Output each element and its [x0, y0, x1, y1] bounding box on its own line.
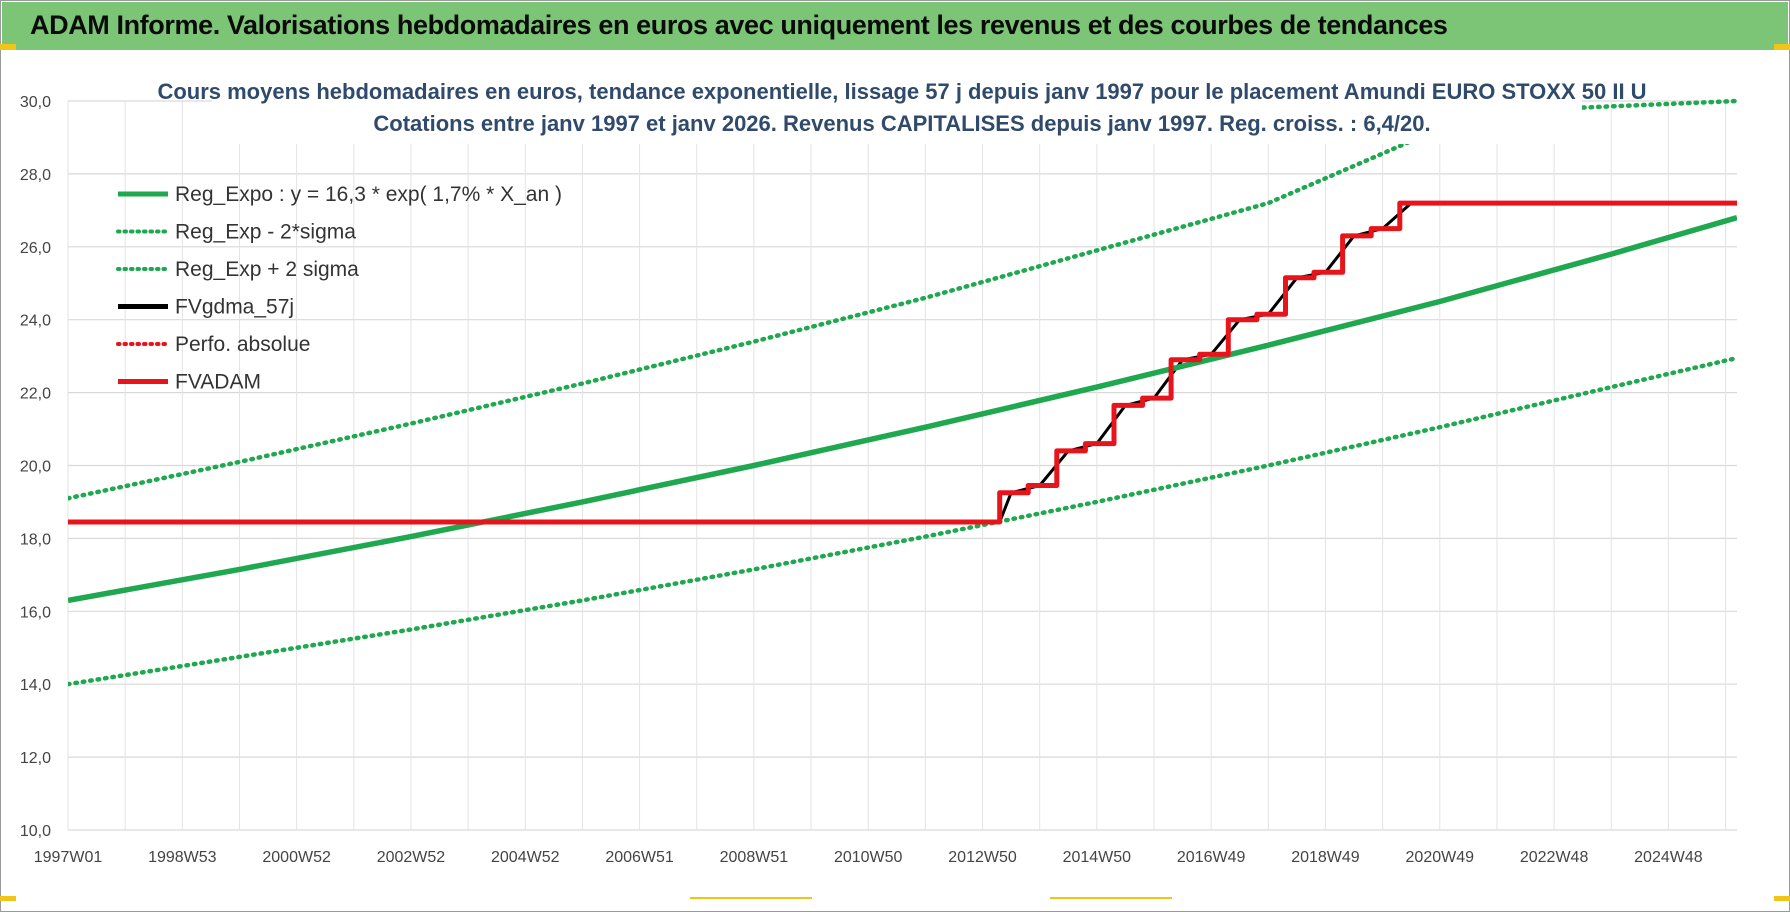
y-tick-label: 28,0 [20, 167, 51, 184]
x-tick-label: 2006W51 [605, 849, 674, 866]
y-tick-label: 22,0 [20, 386, 51, 403]
x-tick-label: 2008W51 [720, 849, 789, 866]
y-tick-label: 12,0 [20, 750, 51, 767]
y-tick-label: 14,0 [20, 677, 51, 694]
x-tick-label: 1998W53 [148, 849, 217, 866]
legend-label: Perfo. absolue [175, 333, 310, 356]
legend-label: FVgdma_57j [175, 296, 294, 319]
grid [67, 100, 1737, 831]
legend-label: Reg_Expo : y = 16,3 * exp( 1,7% * X_an ) [175, 183, 562, 206]
x-tick-label: 2000W52 [262, 849, 331, 866]
series-fvadam [68, 200, 1737, 525]
x-tick-label: 2020W49 [1406, 849, 1475, 866]
scroll-mark-2 [1050, 897, 1172, 899]
chart-subtitle: Cotations entre janv 1997 et janv 2026. … [373, 111, 1430, 136]
legend-label: Reg_Exp + 2 sigma [175, 258, 359, 281]
corner-mark-top-left [0, 44, 16, 50]
x-tick-label: 2024W48 [1634, 849, 1703, 866]
x-tick-label: 2014W50 [1063, 849, 1132, 866]
chart-title: Cours moyens hebdomadaires en euros, ten… [157, 79, 1646, 104]
y-tick-label: 26,0 [20, 240, 51, 257]
banner-title: ADAM Informe. Valorisations hebdomadaire… [30, 10, 1448, 40]
series-reg-exp-2-sigma [68, 355, 1737, 687]
series-reg-exp-2-sigma [68, 98, 1737, 501]
series-reg-expo-y-16-3-exp-1-7-x-an [68, 214, 1737, 604]
y-tick-label: 20,0 [20, 459, 51, 476]
legend-label: FVADAM [175, 371, 261, 394]
x-tick-label: 1997W01 [34, 849, 103, 866]
y-tick-label: 24,0 [20, 313, 51, 330]
x-tick-label: 2012W50 [948, 849, 1017, 866]
y-tick-label: 18,0 [20, 531, 51, 548]
x-tick-label: 2016W49 [1177, 849, 1246, 866]
series-fvgdma-57j [68, 201, 1737, 524]
axis-ticks: 10,0 12,0 14,0 16,0 18,0 20,0 22,0 24,0 26,0 28,0… [20, 94, 1703, 866]
y-tick-label: 16,0 [20, 604, 51, 621]
corner-mark-bottom-left [0, 896, 16, 901]
y-tick-label: 30,0 [20, 94, 51, 111]
x-tick-label: 2004W52 [491, 849, 560, 866]
corner-mark-top-right [1774, 44, 1790, 50]
legend-label: Reg_Exp - 2*sigma [175, 221, 356, 244]
x-tick-label: 2002W52 [377, 849, 446, 866]
chart-title-block: Cours moyens hebdomadaires en euros, ten… [157, 68, 1647, 144]
report-banner: ADAM Informe. Valorisations hebdomadaire… [2, 2, 1788, 50]
x-tick-label: 2022W48 [1520, 849, 1589, 866]
series-layer [68, 98, 1737, 687]
x-tick-label: 2010W50 [834, 849, 903, 866]
x-tick-label: 2018W49 [1291, 849, 1360, 866]
corner-mark-bottom-right [1774, 896, 1790, 901]
title-background [212, 68, 1582, 144]
scroll-mark-1 [690, 897, 812, 899]
y-tick-label: 10,0 [20, 823, 51, 840]
legend: Reg_Expo : y = 16,3 * exp( 1,7% * X_an )… [116, 183, 562, 394]
